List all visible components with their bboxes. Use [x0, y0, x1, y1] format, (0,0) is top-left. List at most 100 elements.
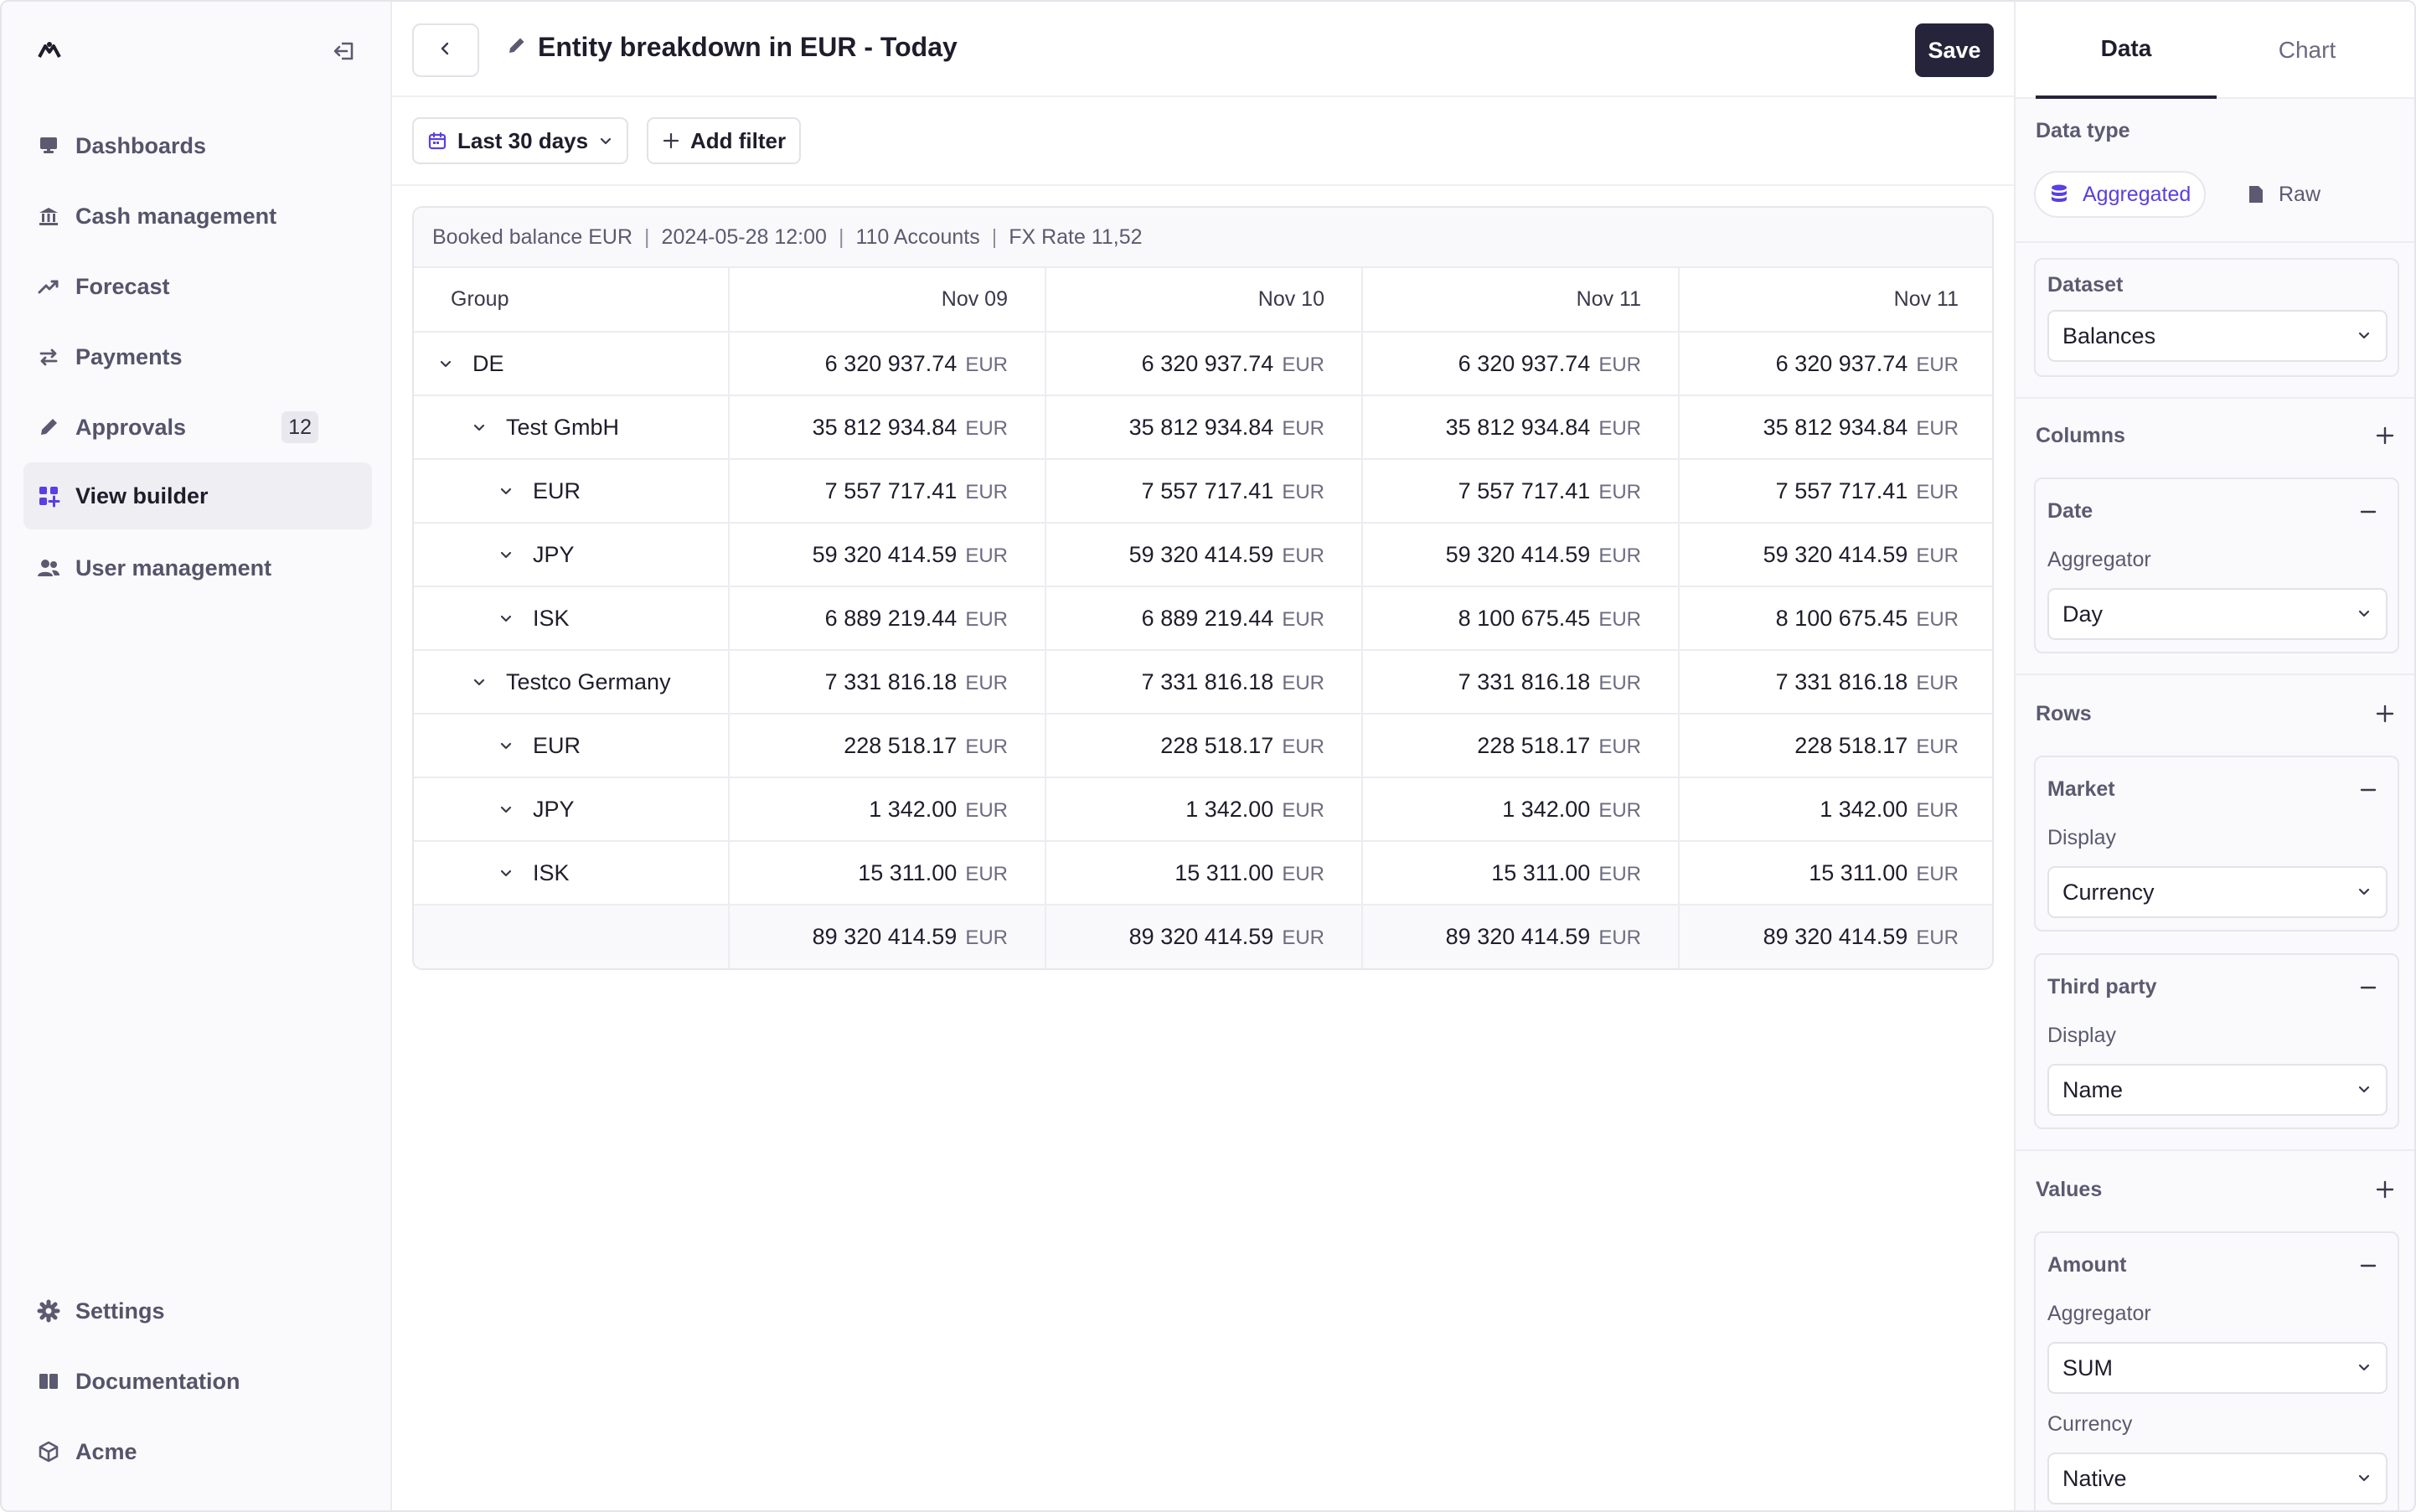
group-label: ISK — [533, 859, 570, 885]
amount: 35 812 934.84 — [1445, 414, 1591, 440]
table-row[interactable]: EUR 7 557 717.41 EUR 7 557 717.41 EUR 7 557 7… — [414, 459, 1992, 524]
dataset-box: Dataset Balances — [2034, 258, 2399, 377]
group-label: ISK — [533, 605, 570, 631]
date-range-filter[interactable]: Last 30 days — [412, 117, 629, 164]
currency-label: Currency — [2047, 1412, 2133, 1436]
remove-row-button[interactable] — [2356, 975, 2381, 1000]
data-table-card: Booked balance EUR | 2024-05-28 12:00 | … — [412, 206, 1994, 970]
amount: 228 518.17 — [1160, 732, 1274, 758]
value-cell: 1 342.00 EUR — [1362, 777, 1680, 842]
currency-unit: EUR — [965, 671, 1008, 694]
display-select[interactable]: Currency — [2047, 866, 2388, 918]
remove-column-button[interactable] — [2356, 499, 2381, 524]
save-button[interactable]: Save — [1915, 23, 1994, 77]
sidebar-item-dashboards[interactable]: Dashboards — [23, 112, 372, 179]
value-cell: 59 320 414.59 EUR — [729, 523, 1046, 587]
config-panel: Data Chart Data type Aggregated Raw Data… — [2014, 2, 2414, 1510]
amount: 8 100 675.45 — [1775, 605, 1908, 631]
info-fx-rate: FX Rate 11,52 — [1009, 224, 1143, 249]
value-cell: 7 331 816.18 EUR — [1045, 650, 1363, 715]
add-filter-button[interactable]: Add filter — [647, 117, 802, 164]
chevron-down-icon[interactable] — [467, 415, 491, 439]
collapse-sidebar-icon[interactable] — [330, 37, 359, 65]
table-row[interactable]: ISK 15 311.00 EUR 15 311.00 EUR 15 311.00 EUR 1… — [414, 841, 1992, 906]
remove-row-button[interactable] — [2356, 777, 2381, 802]
display-label: Display — [2047, 1024, 2116, 1047]
file-icon — [2247, 183, 2265, 205]
page-title: Entity breakdown in EUR - Today — [538, 32, 958, 62]
date-range-label: Last 30 days — [457, 127, 589, 153]
group-label: EUR — [533, 732, 581, 758]
chevron-down-icon[interactable] — [494, 734, 518, 757]
currency-unit: EUR — [1282, 607, 1324, 631]
aggregator-select[interactable]: SUM — [2047, 1342, 2388, 1394]
table-row[interactable]: JPY 1 342.00 EUR 1 342.00 EUR 1 342.00 EUR 1 34… — [414, 777, 1992, 842]
bank-icon — [35, 203, 62, 230]
value-cell: 7 557 717.41 EUR — [1679, 459, 1992, 524]
sidebar-item-label: User management — [75, 555, 272, 581]
group-label: JPY — [533, 541, 575, 567]
data-type-raw[interactable]: Raw — [2233, 171, 2334, 218]
title-area[interactable]: Entity breakdown in EUR - Today — [506, 32, 958, 63]
aggregator-select[interactable]: Day — [2047, 588, 2388, 640]
currency-select[interactable]: Native — [2047, 1453, 2388, 1504]
table-row[interactable]: ISK 6 889 219.44 EUR 6 889 219.44 EUR 8 100 6… — [414, 586, 1992, 651]
amount: 7 557 717.41 — [824, 477, 958, 503]
column-header-date[interactable]: Nov 11 — [1679, 268, 1992, 333]
table-row[interactable]: DE 6 320 937.74 EUR 6 320 937.74 EUR 6 320 93… — [414, 332, 1992, 396]
add-column-button[interactable] — [2372, 423, 2398, 448]
tab-data[interactable]: Data — [2036, 2, 2217, 99]
table-row[interactable]: Test GmbH 35 812 934.84 EUR 35 812 934.84 EU… — [414, 395, 1992, 460]
logo-icon[interactable] — [37, 40, 62, 60]
sidebar-item-user-management[interactable]: User management — [23, 534, 372, 601]
group-cell: DE — [414, 332, 730, 396]
currency-unit: EUR — [965, 862, 1008, 885]
edit-pencil-icon[interactable] — [506, 34, 528, 60]
sidebar-item-cash-management[interactable]: Cash management — [23, 183, 372, 250]
data-type-aggregated[interactable]: Aggregated — [2034, 171, 2207, 218]
chevron-down-icon[interactable] — [494, 861, 518, 885]
sidebar-item-approvals[interactable]: Approvals 12 — [23, 394, 372, 461]
dataset-value: Balances — [2062, 323, 2156, 348]
amount: 7 331 816.18 — [1458, 668, 1591, 694]
sidebar-item-forecast[interactable]: Forecast — [23, 253, 372, 320]
tab-chart[interactable]: Chart — [2278, 37, 2336, 63]
table-total-row: 89 320 414.59 EUR 89 320 414.59 EUR 89 320 4… — [414, 905, 1992, 968]
amount: 59 320 414.59 — [812, 541, 958, 567]
data-type-label: Data type — [2036, 119, 2130, 142]
column-header-date[interactable]: Nov 11 — [1362, 268, 1680, 333]
sidebar-item-payments[interactable]: Payments — [23, 323, 372, 390]
chevron-down-icon[interactable] — [494, 543, 518, 566]
column-header-date[interactable]: Nov 09 — [729, 268, 1046, 333]
currency-unit: EUR — [1598, 353, 1641, 376]
aggregator-value: Day — [2062, 601, 2104, 627]
currency-unit: EUR — [1598, 607, 1641, 631]
back-button[interactable] — [412, 23, 479, 77]
table-row[interactable]: JPY 59 320 414.59 EUR 59 320 414.59 EUR 59 32… — [414, 523, 1992, 587]
column-header-group[interactable]: Group — [414, 268, 730, 333]
dataset-select[interactable]: Balances — [2047, 310, 2388, 362]
add-filter-label: Add filter — [690, 127, 787, 153]
chevron-down-icon[interactable] — [467, 670, 491, 694]
chevron-down-icon[interactable] — [494, 479, 518, 503]
sidebar-item-view-builder[interactable]: View builder — [23, 462, 372, 529]
add-row-button[interactable] — [2372, 701, 2398, 726]
sidebar-item-documentation[interactable]: Documentation — [23, 1348, 372, 1415]
row-config-market: Market Display Currency — [2034, 756, 2399, 931]
chevron-down-icon — [2356, 1081, 2372, 1097]
display-select[interactable]: Name — [2047, 1064, 2388, 1116]
sidebar-item-settings[interactable]: Settings — [23, 1277, 372, 1344]
remove-value-button[interactable] — [2356, 1253, 2381, 1278]
column-header-date[interactable]: Nov 10 — [1045, 268, 1363, 333]
table-row[interactable]: Testco Germany 7 331 816.18 EUR 7 331 816.1… — [414, 650, 1992, 715]
chevron-down-icon[interactable] — [494, 797, 518, 821]
value-cell: 59 320 414.59 EUR — [1045, 523, 1363, 587]
group-label: JPY — [533, 796, 575, 822]
sidebar-item-acme[interactable]: Acme — [23, 1418, 372, 1485]
table-row[interactable]: EUR 228 518.17 EUR 228 518.17 EUR 228 518.17 E… — [414, 714, 1992, 778]
chevron-down-icon[interactable] — [434, 352, 457, 375]
add-value-button[interactable] — [2372, 1177, 2398, 1202]
currency-unit: EUR — [1282, 544, 1324, 567]
chevron-down-icon[interactable] — [494, 606, 518, 630]
